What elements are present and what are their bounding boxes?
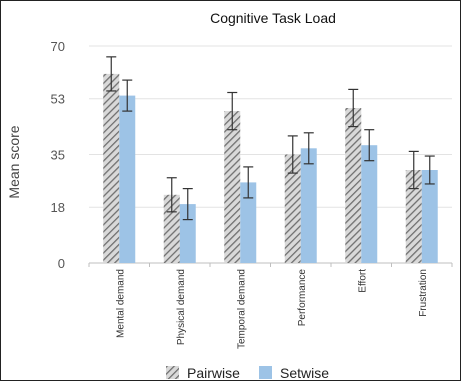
x-tick-label: Mental demand: [115, 269, 126, 338]
bar-setwise: [119, 95, 136, 263]
x-axis-ticks: Mental demand Physical demand Temporal dem…: [115, 269, 429, 349]
x-tick-label: Performance: [297, 269, 308, 327]
legend: Pairwise Setwise: [166, 365, 329, 381]
legend-swatch-pairwise: [166, 366, 179, 379]
bar-pairwise: [405, 170, 422, 263]
chart-title: Cognitive Task Load: [210, 10, 336, 26]
error-bars: [106, 56, 435, 221]
legend-swatch-setwise: [259, 366, 272, 379]
x-tick-label: Physical demand: [176, 269, 187, 345]
legend-label-setwise: Setwise: [280, 365, 329, 381]
legend-label-pairwise: Pairwise: [187, 365, 240, 381]
bar-setwise: [361, 145, 378, 263]
y-axis-ticks: 0 18 35 53 70: [51, 39, 65, 271]
bar-setwise: [300, 148, 317, 263]
y-axis-label: Mean score: [6, 125, 22, 198]
bar-pairwise: [284, 154, 301, 263]
y-tick-label: 70: [51, 39, 65, 54]
bar-pairwise: [103, 73, 120, 264]
bar-setwise: [240, 182, 257, 263]
y-tick-label: 0: [58, 256, 65, 271]
bar-pairwise: [224, 111, 241, 263]
x-tick-label: Frustration: [418, 269, 429, 317]
bar-setwise: [421, 170, 438, 263]
x-tick-label: Effort: [357, 269, 368, 293]
y-tick-label: 35: [51, 148, 65, 163]
bar-pairwise: [345, 108, 362, 263]
y-tick-label: 53: [51, 92, 65, 107]
y-tick-label: 18: [51, 200, 65, 215]
gridlines: [88, 45, 453, 267]
bars: [103, 73, 438, 264]
bar-setwise: [179, 204, 196, 263]
x-tick-label: Temporal demand: [236, 269, 247, 349]
